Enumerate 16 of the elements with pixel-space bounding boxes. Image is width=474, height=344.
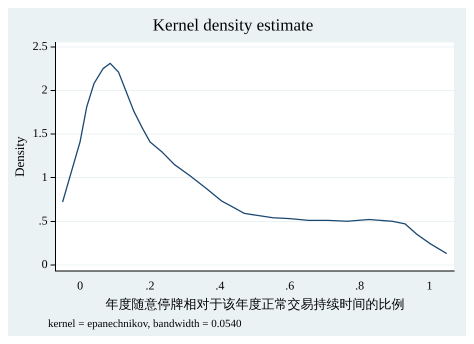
chart-title: Kernel density estimate: [152, 16, 314, 35]
x-tick-label: 1: [426, 278, 433, 292]
y-axis-title: Density: [12, 136, 28, 177]
y-tick-label: 2: [42, 82, 48, 97]
x-tick-label: .6: [285, 278, 294, 292]
x-tick-label: .2: [145, 278, 154, 292]
y-tick-label: 0: [42, 257, 48, 272]
x-axis-title: 年度随意停牌相对于该年度正常交易持续时间的比例: [105, 296, 404, 313]
x-tick-label: .8: [355, 278, 364, 292]
y-tick-label: 1: [42, 170, 48, 184]
y-tick-label: .5: [38, 213, 48, 228]
x-tick-label: .4: [215, 278, 224, 292]
y-tick-label: 1.5: [32, 126, 48, 140]
x-tick-label: 0: [77, 278, 84, 292]
text: kernel = epanechnikov, bandwidth = 0.0540: [48, 318, 242, 330]
y-tick-label: 2.5: [32, 38, 48, 53]
